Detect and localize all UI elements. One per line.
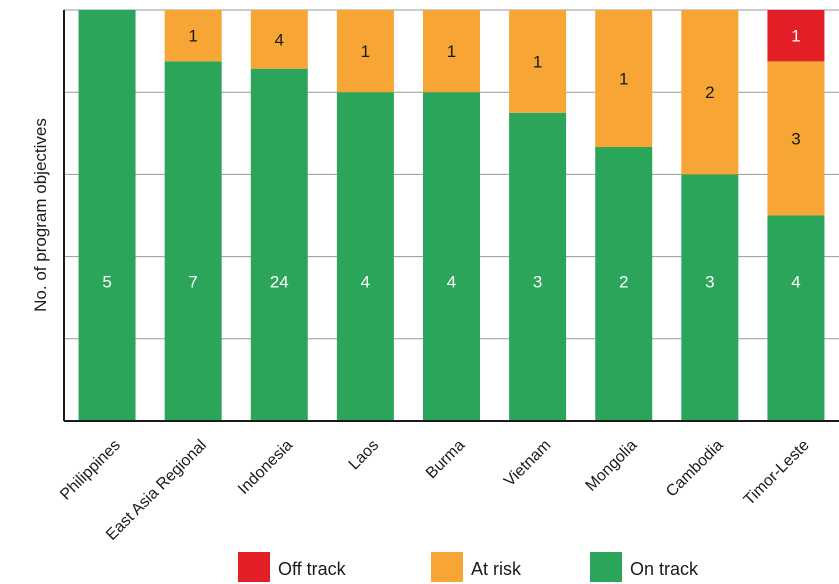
bar-segment-at-risk — [509, 10, 567, 113]
bar-segment-at-risk — [423, 10, 480, 93]
data-label: 4 — [447, 272, 456, 291]
bar-segment-at-risk — [336, 10, 394, 93]
data-label: 4 — [275, 30, 284, 49]
data-label: 1 — [533, 52, 542, 71]
bar-segment-on-track — [767, 215, 825, 421]
bar-segment-on-track — [423, 92, 480, 421]
x-tick-label: Laos — [346, 437, 383, 474]
x-tick-label: Burma — [423, 437, 468, 482]
legend-label: At risk — [471, 559, 522, 579]
bar-segment-at-risk — [595, 10, 653, 147]
data-label: 3 — [705, 272, 714, 291]
bar-segment-on-track — [336, 92, 394, 421]
data-label: 1 — [619, 70, 628, 89]
data-label: 1 — [447, 42, 456, 61]
x-tick-label: Mongolia — [583, 437, 641, 495]
data-label: 3 — [533, 272, 542, 291]
legend-swatch — [590, 552, 622, 582]
legend: Off track At risk On track — [238, 552, 699, 582]
bar-segment-on-track — [250, 68, 308, 421]
data-label: 2 — [705, 83, 714, 102]
bar-segment-at-risk — [250, 10, 308, 69]
data-label: 7 — [188, 272, 197, 291]
data-label: 24 — [270, 272, 289, 291]
x-tick-label: Philippines — [57, 437, 124, 504]
data-label: 4 — [361, 272, 370, 291]
x-tick-label: Timor-Leste — [741, 437, 813, 509]
bar-segment-on-track — [164, 61, 222, 421]
bar-segment-at-risk — [164, 10, 222, 62]
legend-swatch — [238, 552, 270, 582]
legend-swatch — [431, 552, 463, 582]
bar-segment-at-risk — [681, 10, 739, 175]
data-label: 3 — [791, 129, 800, 148]
x-tick-label: Indonesia — [235, 437, 296, 498]
axes — [63, 10, 839, 422]
bar-segment-on-track — [78, 10, 136, 421]
data-label: 1 — [791, 27, 800, 46]
x-tick-label: Cambodia — [663, 437, 727, 501]
legend-label: On track — [630, 559, 699, 579]
y-axis-label: No. of program objectives — [31, 118, 50, 312]
data-label: 1 — [188, 27, 197, 46]
x-tick-label: Vietnam — [501, 437, 554, 490]
bar-segment-off-track — [767, 10, 825, 62]
bar-segment-on-track — [595, 147, 653, 421]
legend-label: Off track — [278, 559, 347, 579]
data-label: 5 — [102, 272, 111, 291]
data-label: 1 — [361, 42, 370, 61]
bar-segment-at-risk — [767, 61, 825, 216]
bar-segment-on-track — [509, 112, 567, 421]
data-label: 2 — [619, 272, 628, 291]
bar-segment-on-track — [681, 174, 739, 421]
data-label: 4 — [791, 272, 800, 291]
